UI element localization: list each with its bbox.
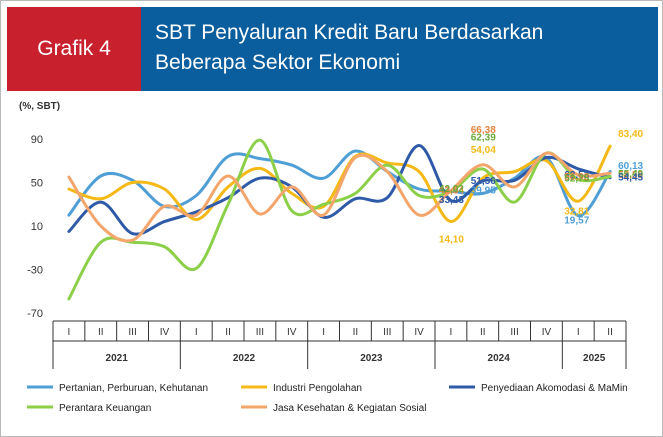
x-tick-label: I bbox=[450, 327, 453, 338]
x-tick-label: III bbox=[256, 327, 264, 338]
chart-number-label: Grafik 4 bbox=[7, 7, 141, 91]
x-tick-label: II bbox=[480, 327, 486, 338]
x-tick-label: III bbox=[383, 327, 391, 338]
y-axis-label: (%, SBT) bbox=[19, 101, 60, 112]
legend-label-0: Pertanian, Perburuan, Kehutanan bbox=[59, 383, 208, 394]
x-tick-label: I bbox=[322, 327, 325, 338]
year-label: 2025 bbox=[583, 353, 606, 364]
data-label: 19,57 bbox=[564, 216, 589, 227]
data-label: 39,95 bbox=[471, 185, 496, 196]
legend-label-3: Perantara Keuangan bbox=[59, 403, 151, 414]
series-line-2 bbox=[67, 143, 612, 236]
chart-header: Grafik 4 SBT Penyaluran Kredit Baru Berd… bbox=[7, 7, 658, 91]
data-label: 54,45 bbox=[618, 173, 643, 184]
data-label: 51,56 bbox=[471, 176, 496, 187]
x-tick-label: I bbox=[195, 327, 198, 338]
data-label: 60,13 bbox=[618, 161, 643, 172]
series-line-0 bbox=[67, 149, 612, 218]
data-label: 83,40 bbox=[618, 129, 643, 140]
legend-label-2: Penyediaan Akomodasi & MaMin bbox=[481, 383, 628, 394]
chart-series bbox=[67, 138, 612, 301]
x-tick-label: II bbox=[225, 327, 231, 338]
x-tick-label: II bbox=[98, 327, 104, 338]
data-label: 42,02 bbox=[439, 184, 464, 195]
legend-label-1: Industri Pengolahan bbox=[273, 383, 362, 394]
data-label: 55,49 bbox=[618, 169, 643, 180]
x-tick-label: III bbox=[128, 327, 136, 338]
x-tick-label: I bbox=[577, 327, 580, 338]
chart-legend: Pertanian, Perburuan, Kehutanan Industri … bbox=[27, 383, 628, 414]
x-tick-label: IV bbox=[160, 327, 170, 338]
data-label: 62,39 bbox=[471, 132, 496, 143]
x-tick-label: IV bbox=[287, 327, 297, 338]
data-label: 56,92 bbox=[564, 172, 589, 183]
data-label: 58,59 bbox=[618, 170, 643, 181]
data-label: 42,54 bbox=[439, 186, 464, 197]
x-tick-label: II bbox=[607, 327, 613, 338]
series-line-4 bbox=[67, 151, 612, 243]
data-label: 54,04 bbox=[471, 145, 496, 156]
y-tick-label: 50 bbox=[31, 178, 43, 190]
chart-title-line-1: SBT Penyaluran Kredit Baru Berdasarkan bbox=[155, 21, 544, 44]
year-label: 2021 bbox=[106, 353, 129, 364]
x-tick-label: IV bbox=[414, 327, 424, 338]
y-tick-label: -70 bbox=[27, 308, 43, 320]
data-label: 62,53 bbox=[564, 170, 589, 181]
data-label: 33,43 bbox=[439, 195, 464, 206]
x-tick-label: IV bbox=[542, 327, 552, 338]
year-label: 2024 bbox=[488, 353, 511, 364]
data-label: 14,10 bbox=[439, 235, 464, 246]
x-tick-label: II bbox=[353, 327, 359, 338]
chart-title: SBT Penyaluran Kredit Baru Berdasarkan B… bbox=[141, 7, 658, 91]
data-label: 32,81 bbox=[564, 207, 589, 218]
data-label: 52,75 bbox=[564, 174, 589, 185]
chart-title-line-2: Beberapa Sektor Ekonomi bbox=[155, 51, 401, 74]
x-tick-label: I bbox=[68, 327, 71, 338]
x-tick-label: III bbox=[510, 327, 518, 338]
y-tick-label: 90 bbox=[31, 134, 43, 146]
year-label: 2022 bbox=[233, 353, 256, 364]
y-tick-label: -30 bbox=[27, 265, 43, 277]
series-line-1 bbox=[67, 144, 612, 223]
legend-label-4: Jasa Kesehatan & Kegiatan Sosial bbox=[273, 403, 426, 414]
data-label: 66,38 bbox=[471, 125, 496, 136]
y-tick-label: 10 bbox=[31, 221, 43, 233]
year-label: 2023 bbox=[360, 353, 383, 364]
